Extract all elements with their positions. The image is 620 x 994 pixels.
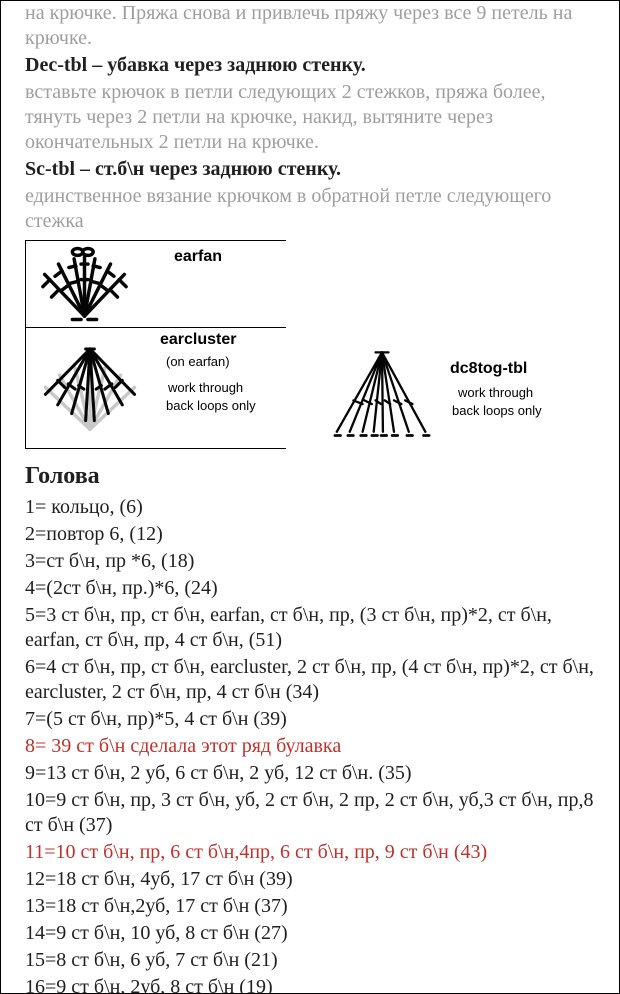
earfan-label: earfan xyxy=(174,247,222,267)
dc8tog-note1: work through xyxy=(458,385,533,401)
pattern-row: 14=9 ст б\н, 10 уб, 8 ст б\н (27) xyxy=(25,921,595,946)
pattern-row: 10=9 ст б\н, пр, 3 ст б\н, уб, 2 ст б\н,… xyxy=(25,788,595,838)
earcluster-label: earcluster xyxy=(160,330,237,350)
pattern-row: 8= 39 ст б\н сделала этот ряд булавка xyxy=(25,734,595,759)
earcluster-icon xyxy=(30,342,150,438)
diagram-dc8tog: dc8tog-tbl work through back loops only xyxy=(322,345,442,448)
stitch-diagram: earfan xyxy=(25,240,595,449)
pattern-row: 13=18 ст б\н,2уб, 17 ст б\н (37) xyxy=(25,894,595,919)
diagram-earcluster-box: earcluster (on earfan) work through back… xyxy=(25,327,286,449)
def-line-leadin: на крючке. Пряжа снова и привлечь пряжу … xyxy=(25,1,595,51)
pattern-row: 5=3 ст б\н, пр, ст б\н, earfan, ст б\н, … xyxy=(25,603,595,653)
def-dec-tbl: Dec-tbl – убавка через заднюю стенку. xyxy=(25,53,595,78)
def-sc-tbl: Sc-tbl – ст.б\н через заднюю стенку. xyxy=(25,157,595,182)
pattern-row: 15=8 ст б\н, 6 уб, 7 ст б\н (21) xyxy=(25,948,595,973)
earcluster-note1: (on earfan) xyxy=(166,354,230,370)
pattern-row: 16=9 ст б\н, 2уб, 8 ст б\н (19) xyxy=(25,975,595,994)
earcluster-note2: work through xyxy=(168,380,243,396)
earfan-icon xyxy=(32,245,137,323)
pattern-rows: 1= кольцо, (6)2=повтор 6, (12)3=ст б\н, … xyxy=(25,495,595,994)
dc8tog-label: dc8tog-tbl xyxy=(450,359,527,379)
term-dec-tbl-desc: – убавка через заднюю стенку. xyxy=(87,54,366,76)
def-sc-tbl-body: единственное вязание крючком в обратной … xyxy=(25,184,595,234)
term-sc-tbl: Sc-tbl xyxy=(25,158,75,180)
pattern-row: 9=13 ст б\н, 2 уб, 6 ст б\н, 2 уб, 12 ст… xyxy=(25,761,595,786)
term-sc-tbl-desc: – ст.б\н через заднюю стенку. xyxy=(75,158,341,180)
pattern-row: 4=(2ст б\н, пр.)*6, (24) xyxy=(25,576,595,601)
pattern-row: 11=10 ст б\н, пр, 6 ст б\н,4пр, 6 ст б\н… xyxy=(25,840,595,865)
pattern-row: 1= кольцо, (6) xyxy=(25,495,595,520)
page: на крючке. Пряжа снова и привлечь пряжу … xyxy=(0,0,620,994)
earcluster-note3: back loops only xyxy=(166,398,256,414)
dc8tog-note2: back loops only xyxy=(452,403,542,419)
term-dec-tbl: Dec-tbl xyxy=(25,54,87,76)
pattern-row: 6=4 ст б\н, пр, ст б\н, earcluster, 2 ст… xyxy=(25,655,595,705)
diagram-earfan-box: earfan xyxy=(25,240,286,327)
pattern-row: 12=18 ст б\н, 4уб, 17 ст б\н (39) xyxy=(25,867,595,892)
dc8tog-icon xyxy=(322,345,442,441)
def-dec-tbl-body: вставьте крючок в петли следующих 2 стеж… xyxy=(25,80,595,155)
section-head-title: Голова xyxy=(25,461,595,491)
pattern-row: 3=ст б\н, пр *6, (18) xyxy=(25,549,595,574)
definitions-block: на крючке. Пряжа снова и привлечь пряжу … xyxy=(25,1,595,234)
pattern-row: 7=(5 ст б\н, пр)*5, 4 ст б\н (39) xyxy=(25,707,595,732)
pattern-row: 2=повтор 6, (12) xyxy=(25,522,595,547)
